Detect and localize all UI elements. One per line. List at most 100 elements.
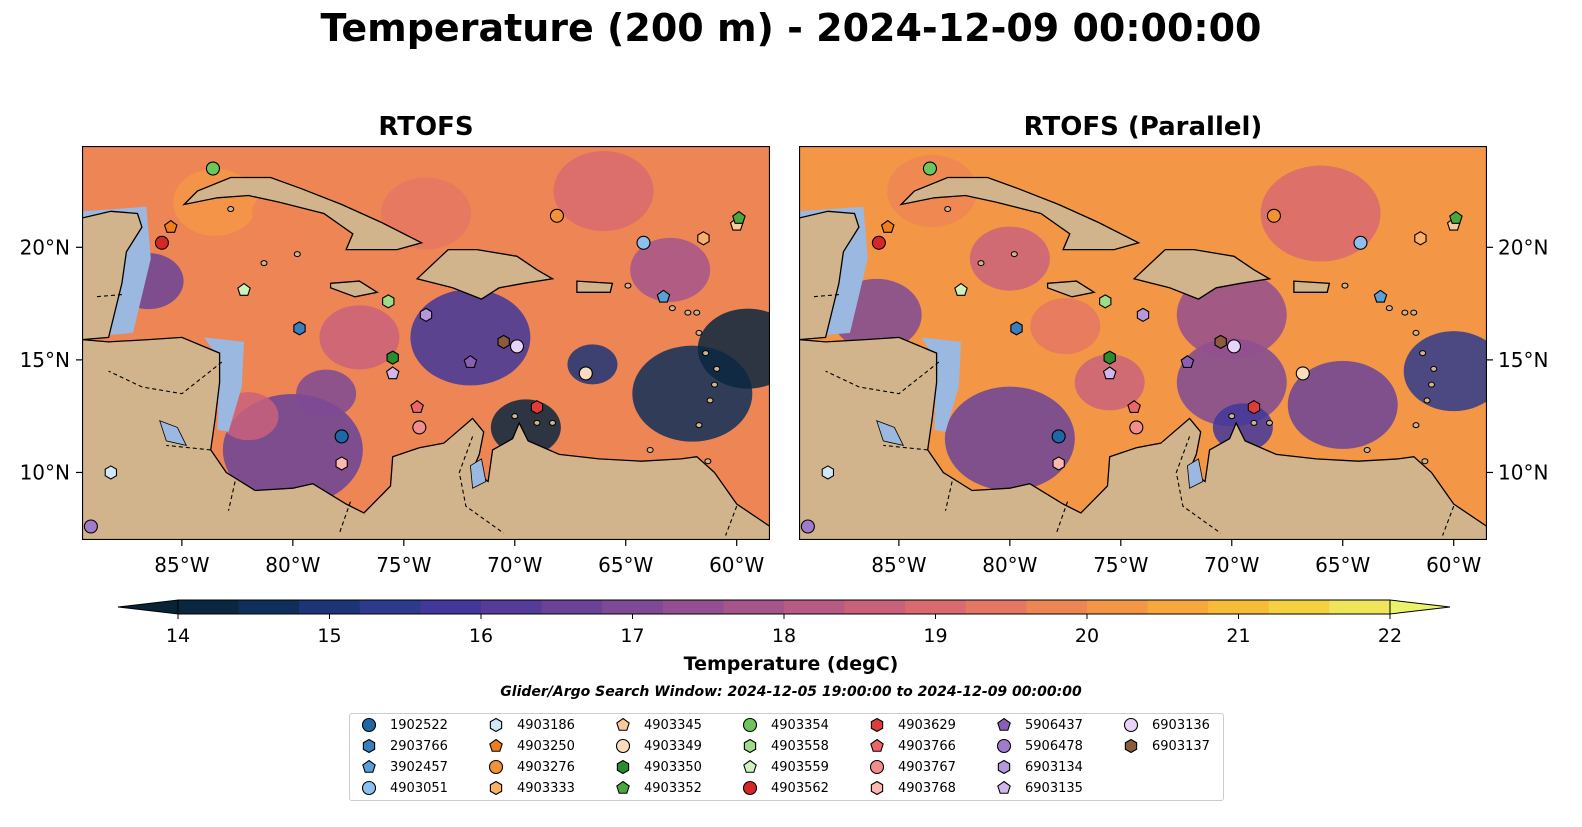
- float-marker-5906437[interactable]: [1180, 354, 1195, 368]
- float-marker-4903629[interactable]: [1247, 400, 1261, 415]
- float-marker-4903766[interactable]: [410, 399, 424, 413]
- panel-title-rtofs: RTOFS: [378, 112, 474, 142]
- lon-tick-label: 85°W: [871, 553, 926, 577]
- float-marker-3902457[interactable]: [1373, 289, 1388, 303]
- float-marker-4903186[interactable]: [821, 465, 835, 480]
- circle-marker-icon: [869, 759, 885, 775]
- land-cuba: [899, 176, 1141, 251]
- float-marker-4903354[interactable]: [922, 161, 937, 176]
- float-marker-4903051[interactable]: [1353, 235, 1368, 250]
- legend-item-4903766: 4903766: [868, 736, 956, 756]
- float-marker-5906437[interactable]: [463, 354, 478, 368]
- country-border: [944, 481, 953, 511]
- float-marker-4903562[interactable]: [154, 235, 169, 250]
- land-puerto-rico: [1293, 280, 1331, 293]
- island: [713, 365, 721, 372]
- legend-item-1902522: 1902522: [360, 715, 448, 735]
- country-border: [812, 294, 839, 298]
- float-marker-6903134[interactable]: [419, 307, 433, 322]
- hexagon-marker-icon: [362, 738, 376, 754]
- legend-label: 4903768: [898, 780, 956, 796]
- colorbar-segment: [965, 600, 1027, 614]
- lon-tick-label: 75°W: [376, 553, 431, 577]
- float-marker-4903333[interactable]: [697, 231, 710, 246]
- float-marker-4903051[interactable]: [636, 235, 651, 250]
- float-marker-4903352[interactable]: [1449, 210, 1463, 224]
- land-central-south: [799, 336, 1487, 540]
- pentagon-marker-icon: [997, 780, 1011, 794]
- float-marker-4903768[interactable]: [1052, 456, 1065, 471]
- float-marker-2903766[interactable]: [1010, 321, 1023, 336]
- float-marker-6903137[interactable]: [497, 334, 510, 350]
- float-marker-4903767[interactable]: [412, 420, 427, 435]
- colorbar-tick-label: 16: [469, 625, 493, 647]
- float-marker-4903276[interactable]: [549, 208, 564, 223]
- temperature-feature: [1030, 298, 1101, 355]
- island: [944, 206, 952, 213]
- lon-tick-label: 85°W: [154, 553, 209, 577]
- legend-item-4903562: 4903562: [741, 778, 829, 798]
- float-marker-4903558[interactable]: [1099, 294, 1112, 309]
- float-marker-6903137[interactable]: [1214, 334, 1227, 350]
- island: [1341, 282, 1349, 289]
- float-marker-6903134[interactable]: [1136, 307, 1150, 322]
- legend-item-3902457: 3902457: [360, 757, 448, 777]
- island: [1423, 397, 1431, 404]
- float-marker-3902457[interactable]: [656, 289, 671, 303]
- float-marker-5906478[interactable]: [800, 519, 815, 534]
- float-marker-4903768[interactable]: [335, 456, 348, 471]
- float-marker-4903559[interactable]: [237, 282, 251, 296]
- island: [1412, 329, 1420, 336]
- float-marker-4903186[interactable]: [104, 465, 118, 480]
- lon-tick-label: 65°W: [1315, 553, 1370, 577]
- float-marker-4903250[interactable]: [163, 219, 178, 233]
- circle-marker-icon: [742, 717, 758, 733]
- legend-item-4903559: 4903559: [741, 757, 829, 777]
- float-marker-6903136[interactable]: [1226, 339, 1242, 354]
- colorbar-tick-label: 20: [1075, 625, 1099, 647]
- circle-marker-icon: [361, 717, 377, 733]
- float-marker-4903350[interactable]: [386, 350, 399, 365]
- float-marker-6903136[interactable]: [509, 339, 525, 354]
- map-panel-rtofs[interactable]: [82, 146, 770, 540]
- float-marker-4903629[interactable]: [530, 400, 544, 415]
- float-marker-4903352[interactable]: [732, 210, 746, 224]
- legend-label: 4903186: [517, 717, 575, 733]
- island: [511, 413, 519, 420]
- float-marker-4903766[interactable]: [1127, 399, 1141, 413]
- island: [1421, 458, 1429, 465]
- lake: [876, 420, 905, 446]
- legend-item-4903349: 4903349: [614, 736, 702, 756]
- float-marker-6903135[interactable]: [1102, 366, 1117, 380]
- legend-label: 4903558: [771, 738, 829, 754]
- legend-item-4903354: 4903354: [741, 715, 829, 735]
- panel-title-rtofs-parallel: RTOFS (Parallel): [1023, 112, 1263, 142]
- float-marker-4903350[interactable]: [1103, 350, 1116, 365]
- hexagon-marker-icon: [870, 717, 884, 733]
- float-marker-4903767[interactable]: [1129, 420, 1144, 435]
- float-marker-4903562[interactable]: [871, 235, 886, 250]
- float-marker-2903766[interactable]: [293, 321, 306, 336]
- float-marker-5906478[interactable]: [83, 519, 98, 534]
- float-marker-4903276[interactable]: [1266, 208, 1281, 223]
- island: [1401, 309, 1409, 316]
- legend-label: 6903137: [1152, 738, 1210, 754]
- float-marker-4903354[interactable]: [205, 161, 220, 176]
- country-border: [338, 501, 352, 534]
- island: [1419, 350, 1427, 357]
- float-marker-1902522[interactable]: [1051, 429, 1066, 444]
- float-marker-1902522[interactable]: [334, 429, 349, 444]
- float-marker-6903135[interactable]: [385, 366, 400, 380]
- map-panel-rtofs-parallel[interactable]: [799, 146, 1487, 540]
- colorbar-segment: [541, 600, 603, 614]
- island: [711, 381, 719, 388]
- float-marker-4903349[interactable]: [578, 366, 593, 381]
- pentagon-marker-icon: [362, 759, 376, 773]
- float-marker-4903333[interactable]: [1414, 231, 1427, 246]
- legend-label: 5906437: [1025, 717, 1083, 733]
- float-marker-4903559[interactable]: [954, 282, 968, 296]
- legend-label: 3902457: [390, 759, 448, 775]
- float-marker-4903558[interactable]: [382, 294, 395, 309]
- float-marker-4903349[interactable]: [1295, 366, 1310, 381]
- float-marker-4903250[interactable]: [880, 219, 895, 233]
